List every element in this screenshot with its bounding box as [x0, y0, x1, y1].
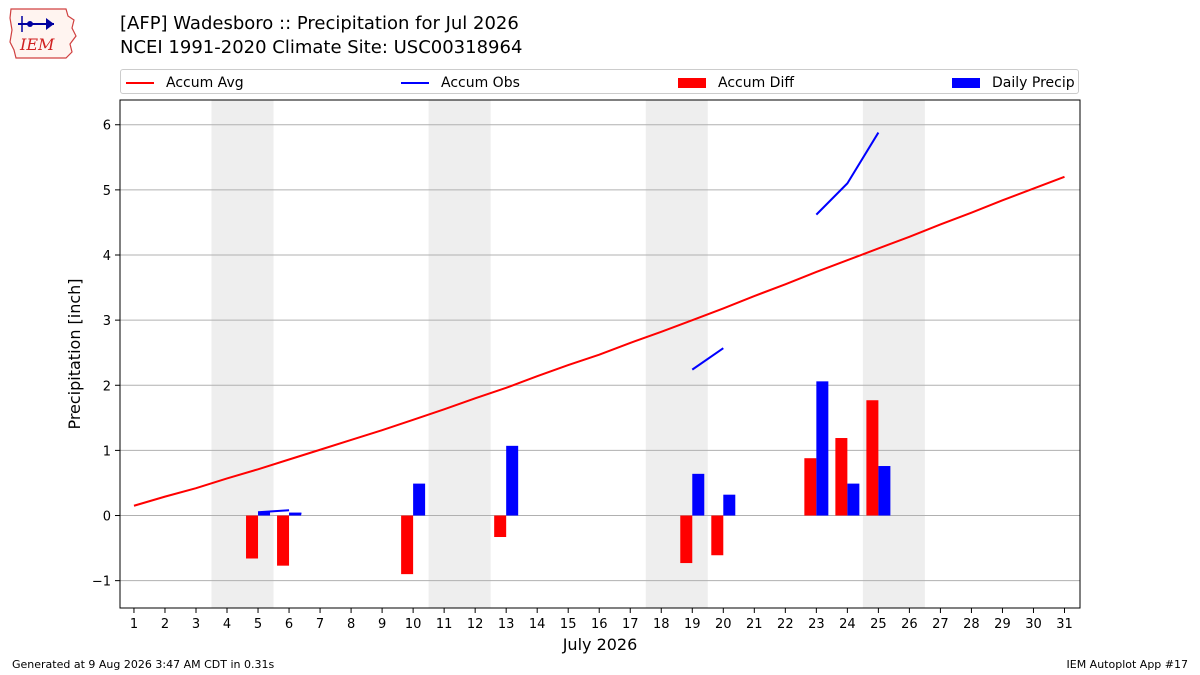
legend-accum-avg: Accum Avg [126, 70, 244, 95]
legend-daily-precip: Daily Precip [952, 70, 1075, 95]
y-axis-label: Precipitation [inch] [65, 278, 84, 429]
x-tick-label: 6 [285, 617, 293, 632]
accum-diff-bar [277, 515, 290, 566]
accum-diff-bar [835, 438, 848, 516]
daily-precip-bar [413, 483, 426, 516]
x-tick-label: 1 [130, 617, 138, 632]
legend-daily-precip-swatch [952, 77, 980, 88]
accum-diff-bar [711, 515, 724, 556]
legend: Accum Avg Accum Obs Accum Diff Daily Pre… [120, 69, 1079, 94]
x-tick-label: 30 [1025, 617, 1042, 632]
legend-accum-avg-label: Accum Avg [166, 74, 244, 91]
y-tick-label: 2 [103, 379, 111, 394]
x-tick-label: 19 [684, 617, 701, 632]
accum-diff-bar [866, 400, 879, 516]
accum-diff-bar [680, 515, 693, 564]
legend-accum-obs-swatch [401, 81, 429, 84]
chart-subtitle: NCEI 1991-2020 Climate Site: USC00318964 [120, 37, 523, 58]
y-tick-label: 0 [103, 510, 111, 525]
weekend-shade [211, 100, 274, 608]
x-tick-label: 18 [653, 617, 670, 632]
x-tick-label: 4 [223, 617, 231, 632]
accum-diff-bar [804, 458, 817, 516]
x-axis-label: July 2026 [562, 635, 638, 654]
accum-obs-line [691, 347, 724, 371]
y-tick-label: 1 [103, 444, 111, 459]
legend-accum-diff-swatch [678, 77, 706, 88]
logo-text: IEM [19, 35, 55, 54]
x-tick-label: 27 [932, 617, 949, 632]
x-tick-label: 25 [870, 617, 887, 632]
weekend-shade [645, 100, 708, 608]
x-tick-label: 7 [316, 617, 324, 632]
daily-precip-bar [723, 494, 736, 516]
weekend-shade [862, 100, 925, 608]
y-tick-label: 6 [103, 119, 111, 134]
x-tick-label: 8 [347, 617, 355, 632]
y-tick-label: 3 [103, 314, 111, 329]
x-tick-label: 13 [498, 617, 515, 632]
x-tick-label: 15 [560, 617, 577, 632]
accum-diff-bar [494, 515, 507, 538]
daily-precip-bar [258, 512, 271, 516]
x-tick-label: 21 [746, 617, 763, 632]
x-tick-label: 28 [963, 617, 980, 632]
daily-precip-bar [692, 473, 705, 516]
legend-daily-precip-label: Daily Precip [992, 74, 1075, 91]
x-tick-label: 24 [839, 617, 856, 632]
weekend-shade [428, 100, 491, 608]
x-tick-label: 23 [808, 617, 825, 632]
x-tick-label: 20 [715, 617, 732, 632]
x-tick-label: 31 [1056, 617, 1073, 632]
y-tick-label: −1 [92, 575, 111, 590]
y-tick-label: 4 [103, 249, 111, 264]
x-tick-label: 26 [901, 617, 918, 632]
x-tick-label: 9 [378, 617, 386, 632]
x-tick-label: 10 [405, 617, 422, 632]
chart-title: [AFP] Wadesboro :: Precipitation for Jul… [120, 13, 519, 34]
legend-accum-avg-swatch [126, 81, 154, 84]
accum-diff-bar [401, 515, 414, 575]
accum-diff-bar [246, 515, 259, 559]
x-tick-label: 29 [994, 617, 1011, 632]
daily-precip-bar [506, 445, 519, 516]
plot-frame [119, 99, 1081, 609]
y-tick-label: 5 [103, 184, 111, 199]
x-tick-label: 16 [591, 617, 608, 632]
accum-obs-line [815, 132, 880, 216]
x-tick-label: 22 [777, 617, 794, 632]
legend-accum-obs-label: Accum Obs [441, 74, 520, 91]
daily-precip-bar [878, 466, 891, 516]
accum-obs-line [257, 509, 290, 514]
legend-accum-diff: Accum Diff [678, 70, 794, 95]
legend-accum-diff-label: Accum Diff [718, 74, 795, 91]
legend-accum-obs: Accum Obs [401, 70, 520, 95]
x-tick-label: 17 [622, 617, 639, 632]
x-tick-label: 14 [529, 617, 546, 632]
footer-app: IEM Autoplot App #17 [1066, 658, 1189, 671]
daily-precip-bar [816, 381, 829, 516]
x-tick-label: 12 [467, 617, 484, 632]
accum-avg-line [133, 175, 1065, 507]
x-tick-label: 11 [436, 617, 453, 632]
x-tick-label: 5 [254, 617, 262, 632]
iem-logo: IEM [9, 8, 77, 59]
x-tick-label: 3 [192, 617, 200, 632]
footer-generated: Generated at 9 Aug 2026 3:47 AM CDT in 0… [12, 658, 275, 671]
x-tick-label: 2 [161, 617, 169, 632]
daily-precip-bar [847, 483, 860, 516]
